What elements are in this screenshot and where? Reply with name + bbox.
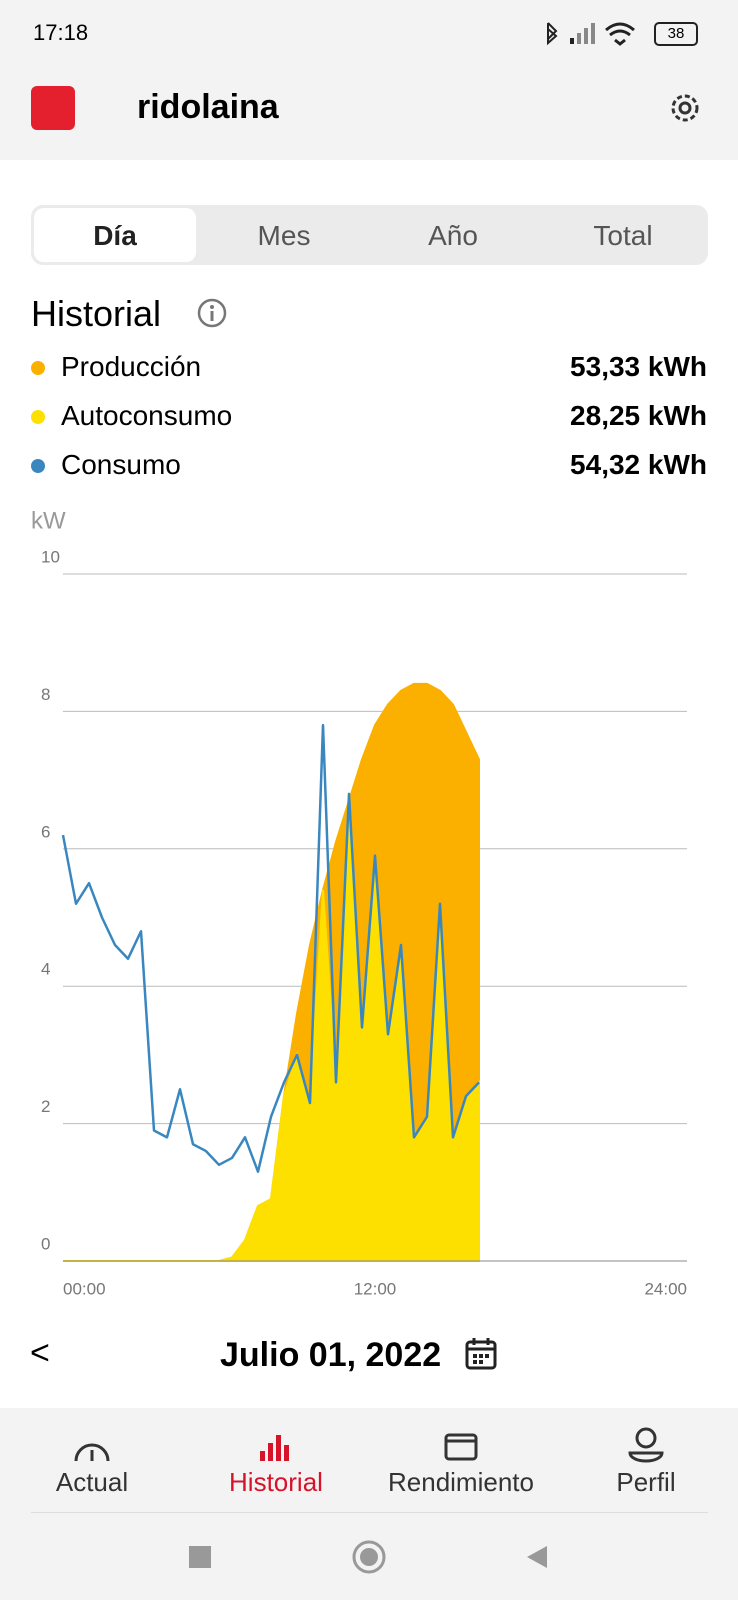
home-button[interactable]	[352, 1540, 386, 1574]
chart: kW 0 2 4 6 8 10 00:00 12:00 24:00	[31, 507, 687, 1298]
y-axis-label: kW	[31, 507, 66, 534]
tab-selected	[34, 208, 196, 262]
app-logo	[31, 86, 75, 130]
nav-separator	[31, 1512, 708, 1513]
y-tick-label: 2	[41, 1097, 50, 1116]
y-tick-label: 10	[41, 547, 60, 566]
y-tick-label: 6	[41, 822, 50, 841]
legend-label: Autoconsumo	[61, 400, 233, 431]
prev-day[interactable]: <	[30, 1334, 50, 1372]
x-tick-label: 12:00	[354, 1279, 397, 1298]
status-time: 17:18	[33, 20, 89, 45]
tab[interactable]: Mes	[257, 220, 311, 251]
legend-label: Producción	[61, 351, 202, 382]
section-title: Historial	[31, 293, 162, 334]
tab[interactable]: Día	[93, 220, 137, 251]
system-nav	[189, 1540, 547, 1574]
y-tick-label: 0	[41, 1234, 50, 1253]
date: Julio 01, 2022	[220, 1336, 442, 1374]
battery: 38	[654, 22, 698, 46]
nav-icons	[74, 1427, 664, 1463]
header-title: ridolaina	[137, 88, 279, 126]
legend-total: 54,32 kWh	[570, 449, 707, 480]
tab[interactable]: Año	[428, 220, 478, 251]
legend-dot	[31, 361, 45, 375]
legend-label: Consumo	[61, 449, 181, 480]
top-area	[0, 0, 738, 160]
recent-button[interactable]	[189, 1546, 211, 1568]
nav-item[interactable]: Perfil	[616, 1467, 676, 1497]
bottom-area	[0, 1408, 738, 1600]
tab[interactable]: Total	[593, 220, 653, 251]
line	[61, 723, 480, 1173]
y-tick-label: 8	[41, 685, 50, 704]
calendar-button[interactable]	[464, 1336, 498, 1372]
settings-button[interactable]	[666, 89, 704, 127]
nav-item[interactable]: Rendimiento	[388, 1467, 534, 1497]
y-tick-label: 4	[41, 960, 50, 979]
legend-total: 53,33 kWh	[570, 351, 707, 382]
x-tick-label: 00:00	[63, 1279, 106, 1298]
x-tick-label: 24:00	[644, 1279, 687, 1298]
status-icons	[547, 22, 635, 46]
back-button[interactable]	[527, 1546, 547, 1568]
legend-dot	[31, 410, 45, 424]
nav-item[interactable]: Actual	[55, 1467, 129, 1497]
legend-total: 28,25 kWh	[570, 400, 707, 431]
legend-dot	[31, 459, 45, 473]
nav-item[interactable]: Historial	[229, 1467, 323, 1497]
info-icon[interactable]	[196, 297, 228, 329]
